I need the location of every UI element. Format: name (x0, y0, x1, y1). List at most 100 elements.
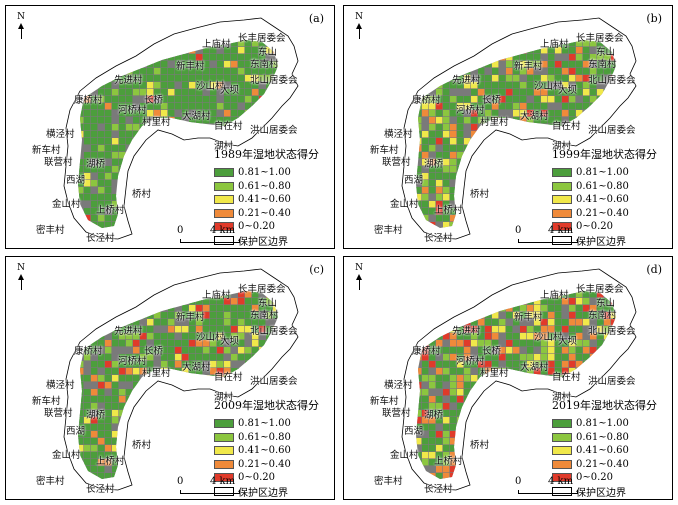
score-cell (168, 26, 174, 32)
score-cell (161, 61, 168, 68)
score-cell (91, 340, 98, 347)
score-cell (478, 222, 485, 228)
score-cell (78, 117, 84, 124)
score-cell (168, 438, 175, 445)
score-cell (499, 75, 506, 82)
score-cell (527, 131, 534, 138)
place-name: 新丰村 (176, 61, 205, 72)
score-cell (604, 305, 611, 312)
score-cell (119, 131, 126, 138)
legend-item: 0.21~0.40 (214, 458, 319, 472)
score-cell (416, 152, 422, 159)
score-cell (119, 173, 126, 180)
score-cell (506, 103, 513, 110)
score-cell (583, 103, 590, 110)
score-cell (105, 131, 112, 138)
score-cell (133, 33, 139, 39)
score-cell (105, 445, 112, 452)
score-cell (485, 466, 492, 473)
score-cell (485, 110, 492, 117)
score-cell (238, 305, 245, 312)
score-cell (140, 110, 147, 117)
place-name: 湖桥 (86, 410, 106, 421)
score-cell (569, 277, 575, 283)
score-cell (78, 431, 84, 438)
score-cell (112, 194, 119, 201)
score-cell (513, 361, 520, 368)
score-cell (499, 396, 506, 403)
score-cell (196, 403, 203, 410)
score-cell (471, 117, 478, 124)
score-cell (499, 152, 506, 159)
legend-item: 0.41~0.60 (214, 193, 319, 207)
score-cell (301, 96, 307, 102)
score-cell (84, 173, 91, 180)
score-cell (189, 54, 196, 61)
score-cell (63, 305, 69, 311)
score-cell (91, 180, 98, 187)
score-cell (429, 166, 436, 173)
score-cell (457, 410, 464, 417)
score-cell (499, 298, 506, 305)
score-cell (224, 277, 230, 283)
score-cell (203, 61, 210, 68)
score-cell (450, 354, 457, 361)
score-cell (105, 410, 112, 417)
score-cell (91, 466, 98, 473)
score-cell (168, 445, 175, 452)
score-cell (161, 473, 168, 479)
score-cell (464, 389, 471, 396)
score-cell (91, 124, 98, 131)
score-cell (147, 33, 153, 39)
score-cell (506, 487, 512, 493)
score-cell (140, 173, 147, 180)
score-cell (161, 96, 168, 103)
score-cell (301, 277, 307, 283)
score-cell (618, 47, 624, 53)
score-cell (443, 298, 450, 305)
score-cell (415, 277, 421, 283)
score-cell (520, 291, 527, 298)
score-cell (485, 54, 492, 61)
score-cell (154, 131, 161, 138)
score-cell (527, 354, 534, 361)
score-cell (161, 26, 167, 32)
score-cell (203, 424, 210, 431)
score-cell (112, 466, 119, 473)
legend-swatch (214, 446, 234, 456)
score-cell (98, 396, 105, 403)
score-cell (175, 361, 182, 368)
score-cell (203, 180, 210, 187)
score-cell (457, 40, 464, 47)
score-cell (98, 291, 105, 298)
score-cell (78, 438, 84, 445)
score-cell (408, 82, 414, 88)
score-cell (217, 319, 224, 326)
score-cell (224, 312, 231, 319)
score-cell (583, 298, 590, 305)
score-cell (618, 354, 624, 360)
score-cell (597, 333, 604, 340)
score-cell (408, 61, 414, 67)
score-cell (457, 229, 463, 235)
score-cell (196, 145, 203, 152)
score-cell (513, 187, 520, 194)
score-cell (450, 382, 457, 389)
score-cell (231, 40, 238, 47)
map-panel-a: (a) N 长丰居委会 上庙村 东山 新丰村 东南村 先进村 沙山村 北山居委会 大坝 康桥村 长桥 河桥… (5, 5, 335, 249)
score-cell (429, 319, 436, 326)
score-cell (126, 487, 132, 493)
score-cell (422, 389, 429, 396)
score-cell (70, 284, 76, 290)
score-cell (301, 312, 307, 318)
score-cell (217, 333, 224, 340)
score-cell (485, 389, 492, 396)
score-cell (245, 103, 252, 110)
score-cell (534, 333, 541, 340)
score-cell (548, 340, 555, 347)
score-cell (569, 361, 576, 368)
score-cell (175, 180, 182, 187)
score-cell (450, 389, 457, 396)
score-cell (443, 305, 450, 312)
score-cell (457, 361, 464, 368)
